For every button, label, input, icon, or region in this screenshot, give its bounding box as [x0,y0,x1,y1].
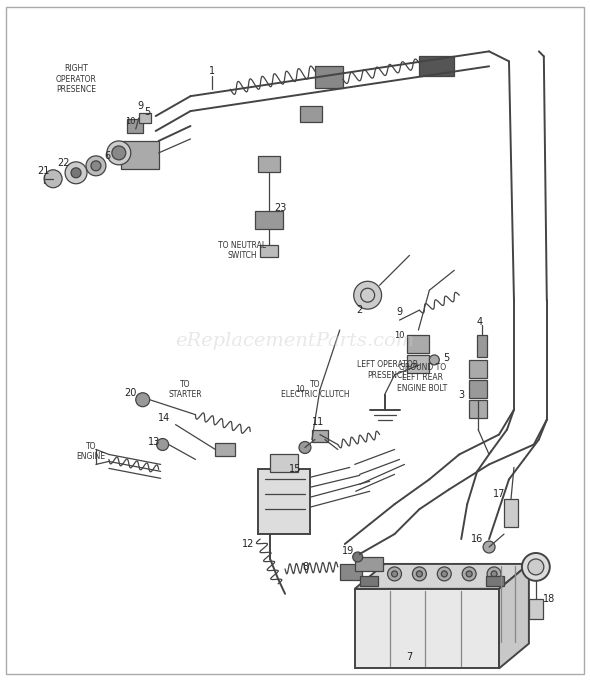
Text: TO NEUTRAL
SWITCH: TO NEUTRAL SWITCH [218,240,266,260]
Text: 10: 10 [295,385,305,394]
Bar [408,355,430,373]
Circle shape [86,156,106,176]
Text: 12: 12 [242,539,254,549]
Circle shape [417,571,422,577]
Bar [258,469,310,534]
Circle shape [71,168,81,178]
Circle shape [112,146,126,160]
Circle shape [437,567,451,581]
Bar [121,141,159,169]
Circle shape [44,170,62,188]
Circle shape [487,567,501,581]
Text: 19: 19 [342,546,354,556]
Circle shape [354,281,382,309]
Bar [486,576,504,586]
Bar [270,454,298,473]
Bar [477,335,487,357]
Bar [529,599,543,618]
Bar [469,380,487,398]
Circle shape [392,571,398,577]
Text: 3: 3 [458,390,464,400]
Circle shape [522,553,550,581]
Circle shape [466,571,472,577]
Bar [315,66,343,89]
Circle shape [91,161,101,171]
Circle shape [353,552,363,562]
Text: 8: 8 [302,562,308,572]
Bar [260,245,278,257]
Text: 20: 20 [124,387,137,398]
Text: eReplacementParts.com: eReplacementParts.com [175,332,415,349]
Bar [300,106,322,122]
Text: 10: 10 [394,330,405,340]
Bar [355,557,382,571]
Circle shape [462,567,476,581]
Bar [255,210,283,229]
Text: 17: 17 [493,489,505,499]
Circle shape [299,441,311,454]
Text: 15: 15 [289,464,301,475]
Text: LEFT OPERATOR
PRESENCE: LEFT OPERATOR PRESENCE [357,360,418,379]
Text: 5: 5 [443,353,450,363]
Text: TO
ENGINE: TO ENGINE [76,442,106,461]
Text: 7: 7 [407,652,412,661]
Text: 2: 2 [356,305,363,315]
Polygon shape [499,564,529,669]
Circle shape [491,571,497,577]
Text: 13: 13 [148,437,160,447]
Text: 4: 4 [476,317,482,327]
Bar [469,400,487,417]
Text: 6: 6 [105,151,111,161]
Text: 18: 18 [543,594,555,604]
Text: RIGHT
OPERATOR
PRESENCE: RIGHT OPERATOR PRESENCE [55,64,97,94]
Bar [215,443,235,456]
Circle shape [441,571,447,577]
Circle shape [483,541,495,553]
Text: 16: 16 [471,534,483,544]
Text: 23: 23 [274,203,286,212]
Bar [469,360,487,378]
Text: 22: 22 [57,158,70,168]
Circle shape [107,141,131,165]
Text: 5: 5 [145,107,151,117]
Text: TO
STARTER: TO STARTER [169,380,202,400]
Text: 9: 9 [396,307,402,317]
Circle shape [430,355,440,365]
Text: 14: 14 [158,413,170,423]
Circle shape [412,567,427,581]
Circle shape [157,439,169,450]
Bar [360,576,378,586]
Circle shape [65,162,87,184]
Polygon shape [355,589,499,669]
Bar [419,57,454,76]
Bar [312,430,328,441]
Polygon shape [355,564,529,589]
Text: 21: 21 [37,165,50,176]
Bar [258,156,280,172]
Text: 9: 9 [137,101,144,111]
Circle shape [528,559,544,575]
Circle shape [388,567,402,581]
Text: TO
ELECTRIC CLUTCH: TO ELECTRIC CLUTCH [281,380,349,400]
Bar [504,499,518,527]
Bar [408,335,430,353]
Text: GROUND TO
LEFT REAR
ENGINE BOLT: GROUND TO LEFT REAR ENGINE BOLT [397,363,448,393]
Circle shape [136,393,150,407]
Bar [139,113,150,123]
Bar [340,564,362,580]
Bar [127,119,143,133]
Text: 10: 10 [126,116,136,125]
Text: 1: 1 [209,66,215,76]
Text: 11: 11 [312,417,324,426]
